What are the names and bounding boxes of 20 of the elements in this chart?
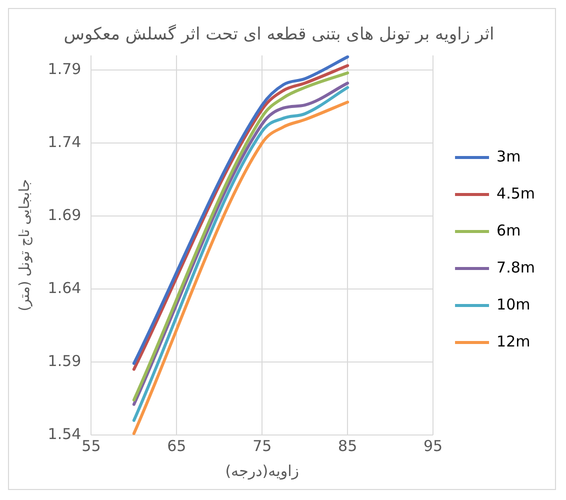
legend-label: 12m [496, 332, 530, 350]
legend-label: 7.8m [496, 258, 535, 276]
x-tick-label: 75 [252, 436, 272, 455]
y-axis-title: جابجایی تاج تونل (متر) [17, 179, 34, 312]
y-tick-label: 1.74 [48, 132, 82, 151]
legend-label: 3m [496, 147, 521, 166]
legend-label: 4.5m [496, 184, 535, 202]
y-tick-label: 1.64 [48, 278, 82, 297]
x-tick-label: 85 [338, 436, 358, 455]
y-tick-label: 1.69 [48, 206, 82, 224]
y-tick-label: 1.59 [48, 352, 82, 370]
y-tick-label: 1.54 [48, 424, 82, 443]
y-tick-label: 1.79 [48, 60, 82, 78]
x-tick-label: 55 [82, 436, 101, 455]
x-tick-label: 95 [423, 436, 443, 455]
chart-title: اثر زاویه بر تونل های بتنی قطعه ای تحت اثر گسلش معکوس [64, 24, 494, 45]
x-axis-title: زاویه(درجه) [225, 462, 300, 480]
legend-label: 6m [496, 221, 521, 240]
legend-label: 10m [496, 295, 530, 314]
x-tick-label: 65 [167, 436, 186, 455]
